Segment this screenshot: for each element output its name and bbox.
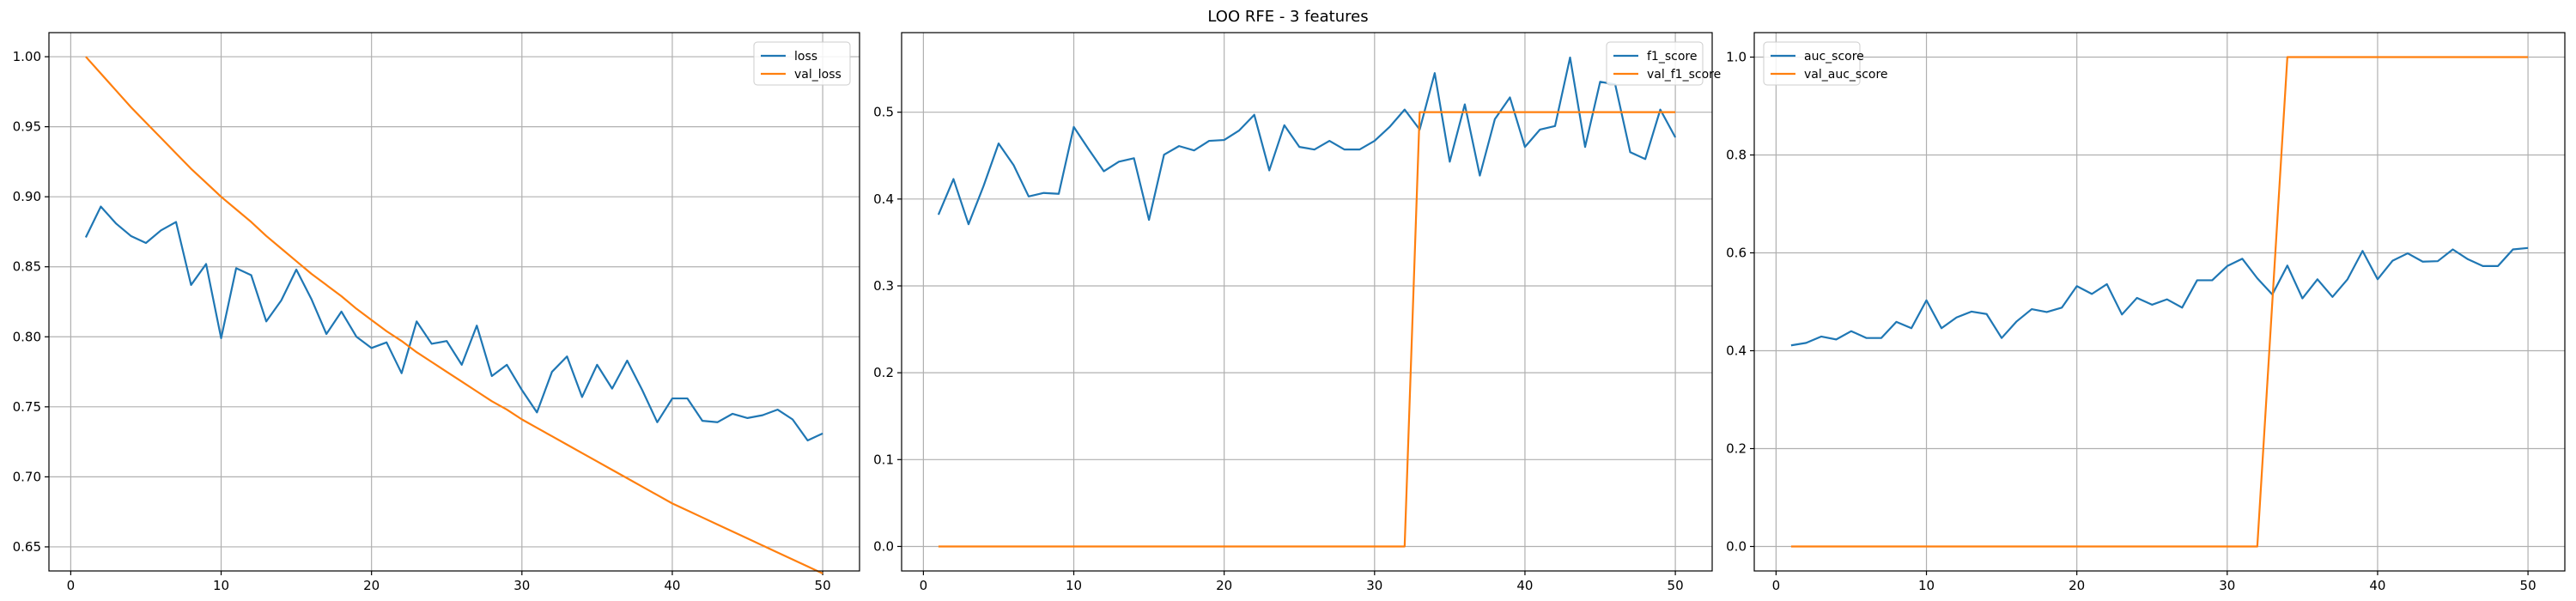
y-tick-label: 0.85 [13, 259, 41, 275]
legend: f1_score val_f1_score [1606, 41, 1721, 86]
y-tick-label: 0.70 [13, 469, 41, 484]
legend-label: val_auc_score [1804, 68, 1888, 82]
x-tick-label: 20 [363, 578, 380, 593]
x-tick-label: 0 [920, 578, 928, 593]
y-tick-label: 0.80 [13, 329, 41, 344]
axes-frame [1753, 32, 2566, 572]
x-tick-label: 0 [67, 578, 76, 593]
x-tick-label: 50 [1668, 578, 1684, 593]
legend: auc_score val_auc_score [1763, 41, 1888, 86]
x-tick-label: 10 [1918, 578, 1935, 593]
legend-label: val_f1_score [1647, 68, 1721, 82]
x-tick-label: 20 [1216, 578, 1232, 593]
series-line-f1_score [937, 56, 1677, 226]
series-line-val_loss [85, 56, 823, 574]
series-line-val_f1_score [938, 111, 1676, 548]
y-tick-label: 0.0 [1726, 539, 1747, 555]
y-tick-label: 0.3 [873, 278, 894, 294]
x-tick-label: 50 [815, 578, 831, 593]
chart-1: 0 10 20 30 40 50 0.65 0.70 0.75 0.80 0.85 0.90 0.95 1… [13, 32, 860, 593]
series-line-loss [84, 205, 823, 442]
x-tick-label: 20 [2069, 578, 2085, 593]
x-tick-label: 30 [1366, 578, 1382, 593]
legend-label: val_loss [794, 68, 841, 82]
chart-2: 0 10 20 30 40 50 0.0 0.1 0.2 0.3 0.4 0.5 f1_scoreval… [873, 32, 1721, 593]
x-tick-label: 30 [2219, 578, 2235, 593]
axes-frame [48, 32, 860, 572]
y-tick-label: 0.0 [873, 538, 894, 554]
series-line-auc_score [1790, 246, 2529, 347]
x-tick-label: 30 [513, 578, 530, 593]
legend-label: loss [794, 50, 817, 64]
x-tick-label: 10 [1066, 578, 1082, 593]
series-line-val_auc_score [1790, 56, 2529, 548]
x-tick-label: 0 [1772, 578, 1781, 593]
y-tick-label: 0.2 [1726, 441, 1747, 457]
legend-label: f1_score [1647, 50, 1697, 64]
y-tick-label: 0.65 [13, 539, 41, 555]
x-tick-label: 10 [213, 578, 229, 593]
legend: loss val_loss [753, 41, 851, 86]
y-tick-label: 0.95 [13, 119, 41, 135]
y-tick-label: 0.90 [13, 189, 41, 204]
y-tick-label: 1.00 [13, 49, 41, 64]
y-tick-label: 0.2 [873, 365, 894, 380]
axes-frame [901, 32, 1713, 572]
x-tick-label: 50 [2520, 578, 2537, 593]
legend-label: auc_score [1804, 50, 1864, 64]
chart-3: 0 10 20 30 40 50 0.0 0.2 0.4 0.6 0.8 1.0 auc_scoreva… [1726, 32, 2566, 593]
y-tick-label: 1.0 [1726, 50, 1747, 65]
y-tick-label: 0.4 [873, 191, 894, 207]
y-tick-label: 0.4 [1726, 343, 1747, 359]
figure-title: LOO RFE - 3 features [1207, 8, 1369, 26]
x-tick-label: 40 [2369, 578, 2385, 593]
x-tick-label: 40 [664, 578, 680, 593]
x-tick-label: 40 [1516, 578, 1533, 593]
y-tick-label: 0.6 [1726, 246, 1747, 261]
y-tick-label: 0.75 [13, 399, 41, 415]
y-tick-label: 0.5 [873, 105, 894, 120]
y-tick-label: 0.1 [873, 452, 894, 467]
y-tick-label: 0.8 [1726, 148, 1747, 163]
